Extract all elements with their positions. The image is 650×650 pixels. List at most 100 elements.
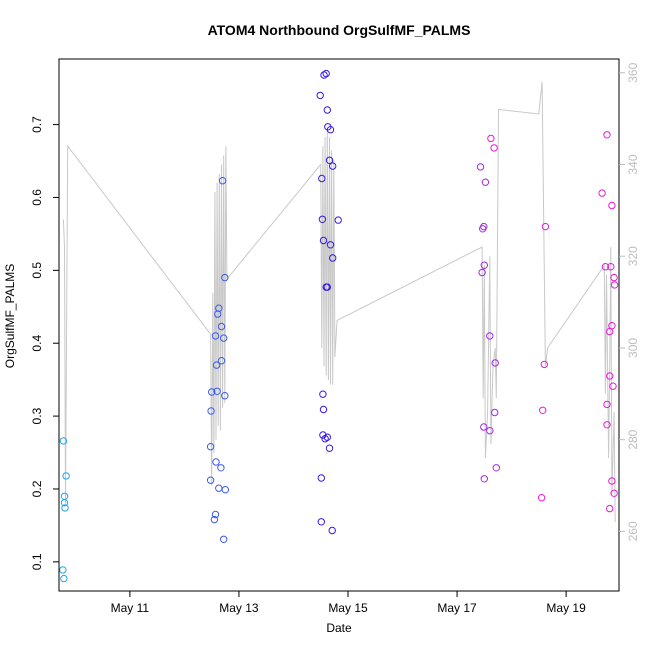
data-point-s1-13 [206,443,215,451]
data-point-s2-11 [319,236,328,245]
y-axis: 0.1 0.2 0.3 0.4 0.5 0.6 0.7 [30,116,59,570]
data-point-s1-0 [218,177,227,185]
data-point-s2-23 [317,518,325,526]
y-tick-label: 0.3 [30,407,44,424]
y-tick-label: 0.4 [30,335,44,352]
data-point-s4-18 [603,421,611,429]
data-point-s1-15 [217,464,225,472]
right-y-tick-label: 260 [626,521,640,541]
data-point-s2-2 [316,91,324,100]
y-tick-label: 0.2 [30,480,44,497]
data-point-s4-2 [541,222,550,231]
data-point-s4-12 [610,281,619,289]
data-point-s3-12 [480,475,488,483]
data-point-s4-7 [598,189,606,197]
data-point-s2-19 [323,433,331,441]
data-point-s1-6 [220,334,228,342]
x-axis: May 11 May 13 May 15 May 17 May 19 [111,591,586,615]
y-tick-label: 0.5 [30,262,44,279]
x-tick-label: May 19 [546,601,586,615]
data-point-s1-14 [212,458,220,466]
data-point-s1-12 [207,407,215,415]
data-point-s3-0 [476,163,485,171]
data-point-s0-2 [60,499,69,507]
data-point-s4-11 [610,273,618,282]
right-y-tick-label: 300 [626,338,640,358]
data-point-s4-8 [608,201,616,210]
plot-frame [58,58,620,592]
data-point-s0-4 [62,472,70,480]
secondary-series-line-group [62,81,616,523]
data-point-s1-16 [206,476,215,484]
right-y-tick-label: 320 [626,246,640,266]
y-tick-label: 0.1 [30,553,44,570]
data-point-s2-18 [319,431,327,439]
chart-title: ATOM4 Northbound OrgSulfMF_PALMS [208,22,471,38]
data-point-s1-1 [221,273,229,282]
data-point-s4-1 [490,144,498,152]
data-point-s3-6 [486,332,494,340]
data-point-s0-6 [60,574,68,583]
data-point-s0-0 [59,437,68,445]
data-point-s1-8 [212,361,221,369]
data-point-s3-5 [478,268,486,277]
data-point-s3-11 [492,464,500,472]
y-axis-label: OrgSulfMF_PALMS [3,264,17,368]
data-point-s4-5 [537,494,546,502]
data-point-s1-20 [210,515,219,524]
data-point-s3-7 [491,359,499,367]
data-point-s4-0 [487,134,495,143]
x-axis-label: Date [326,621,352,635]
data-point-s2-21 [325,444,334,452]
data-point-s1-21 [220,535,228,543]
data-point-s4-15 [606,372,614,380]
data-point-s1-18 [221,486,230,494]
data-point-s2-9 [318,215,327,224]
x-tick-label: May 15 [328,601,368,615]
data-point-s1-7 [217,357,226,365]
secondary-series-line [62,81,616,523]
data-point-s1-5 [211,332,220,340]
data-point-s2-3 [323,106,331,114]
data-point-s2-10 [334,216,342,224]
data-point-s1-3 [214,310,222,318]
data-point-s2-20 [321,435,329,443]
data-point-s1-9 [208,388,216,396]
right-y-axis: 260 280 300 320 340 360 [619,62,640,541]
data-point-s2-6 [325,156,334,165]
data-point-s3-4 [480,261,488,269]
data-point-s3-1 [481,178,490,186]
data-point-s1-11 [221,392,229,400]
x-tick-label: May 13 [219,601,259,615]
data-point-s2-0 [322,69,330,78]
data-point-s4-16 [609,382,617,390]
data-point-s4-6 [603,131,611,139]
y-tick-label: 0.6 [30,189,44,206]
data-point-s4-21 [606,504,614,513]
data-point-s4-3 [540,360,548,369]
data-point-s2-16 [319,390,327,398]
data-point-s3-9 [480,423,488,431]
data-point-s2-17 [319,405,328,414]
data-point-s1-10 [213,387,221,395]
data-point-s1-4 [217,322,226,331]
right-y-tick-label: 360 [626,62,640,82]
scatter-points-group [59,69,619,583]
data-point-s4-17 [603,400,611,409]
right-y-tick-label: 340 [626,154,640,174]
data-point-s4-20 [610,489,618,497]
data-point-s3-8 [491,408,499,417]
data-point-s4-9 [601,263,610,271]
x-tick-label: May 17 [437,601,477,615]
data-point-s2-5 [326,126,335,134]
data-point-s3-3 [480,222,488,231]
data-point-s4-14 [606,327,614,336]
data-point-s0-5 [59,566,67,574]
data-point-s0-3 [61,504,69,512]
data-point-s4-19 [608,477,616,485]
data-point-s4-4 [539,406,547,414]
data-point-s2-12 [326,241,335,249]
data-point-s2-24 [328,526,336,535]
